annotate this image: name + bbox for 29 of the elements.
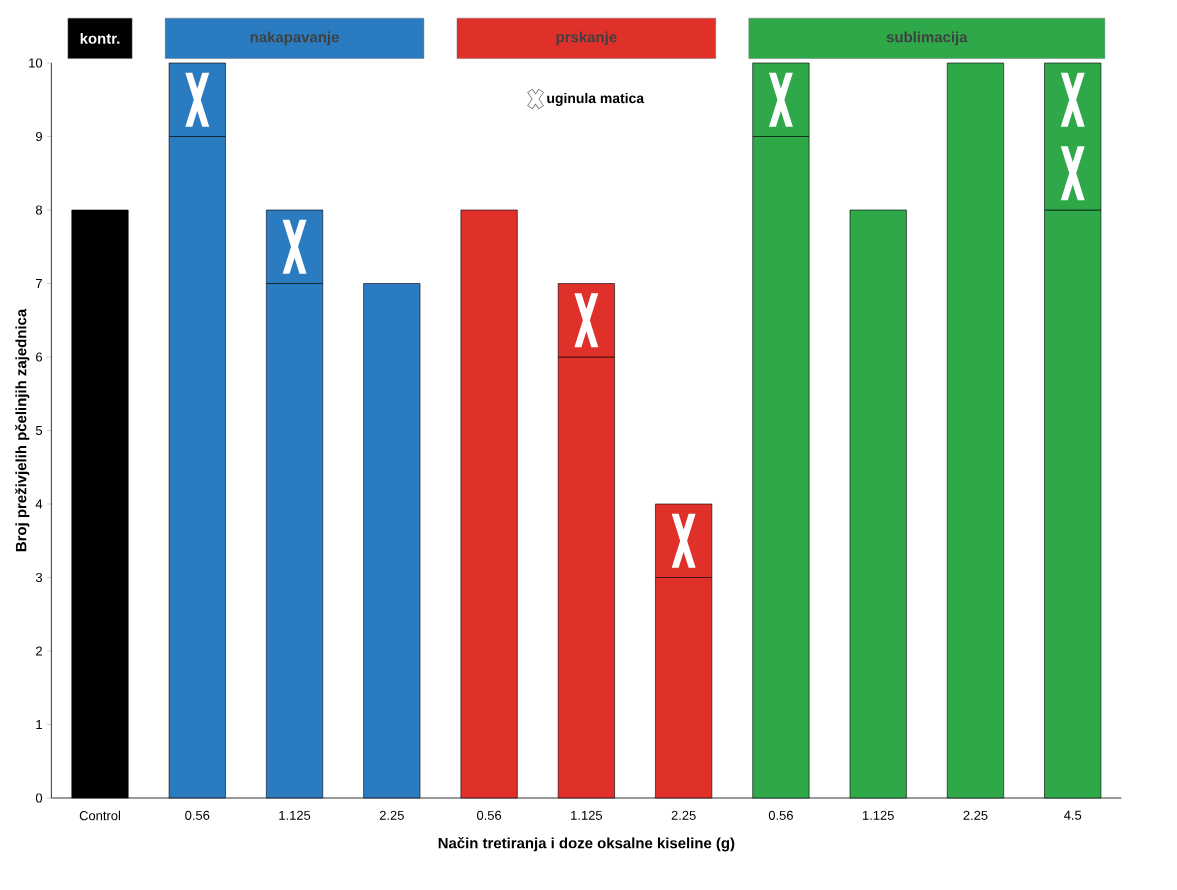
y-tick-label: 8 <box>35 205 43 215</box>
text: nakapavanje <box>250 31 339 46</box>
x-tick-label: Control <box>79 810 121 821</box>
y-tick-label: 10 <box>29 58 43 68</box>
y-tick-label: 0 <box>35 793 43 803</box>
text: sublimacija <box>886 31 968 46</box>
y-tick-label: 5 <box>35 425 43 436</box>
y-tick-label: 2 <box>36 646 42 656</box>
x-tick-label: 0.56 <box>185 810 210 820</box>
x-tick-label: 1.125 <box>862 810 894 820</box>
y-axis-title: Broj preživjelih pčelinjih zajednica <box>15 308 30 552</box>
text: kontr. <box>80 32 120 44</box>
x-tick-label: 1.125 <box>571 810 603 820</box>
text: uginula matica <box>547 92 645 107</box>
text: prskanje <box>556 31 617 46</box>
y-tick-label: 4 <box>35 499 43 509</box>
y-tick-label: 7 <box>36 279 42 288</box>
x-tick-label: 0.56 <box>476 810 502 820</box>
x-axis-title: Način tretiranja i doze oksalne kiseline (g) <box>438 837 735 852</box>
x-tick-label: 2.25 <box>963 810 988 820</box>
y-tick-label: 3 <box>35 572 43 583</box>
x-tick-label: 2.25 <box>671 810 696 820</box>
y-tick-label: 9 <box>36 131 42 142</box>
y-tick-label: 6 <box>36 352 43 362</box>
x-tick-label: 4.5 <box>1064 810 1082 820</box>
x-tick-label: 1.125 <box>279 810 311 820</box>
x-tick-label: 2.25 <box>379 810 404 820</box>
x-tick-label: 0.56 <box>768 810 793 820</box>
y-tick-label: 1 <box>36 720 42 729</box>
